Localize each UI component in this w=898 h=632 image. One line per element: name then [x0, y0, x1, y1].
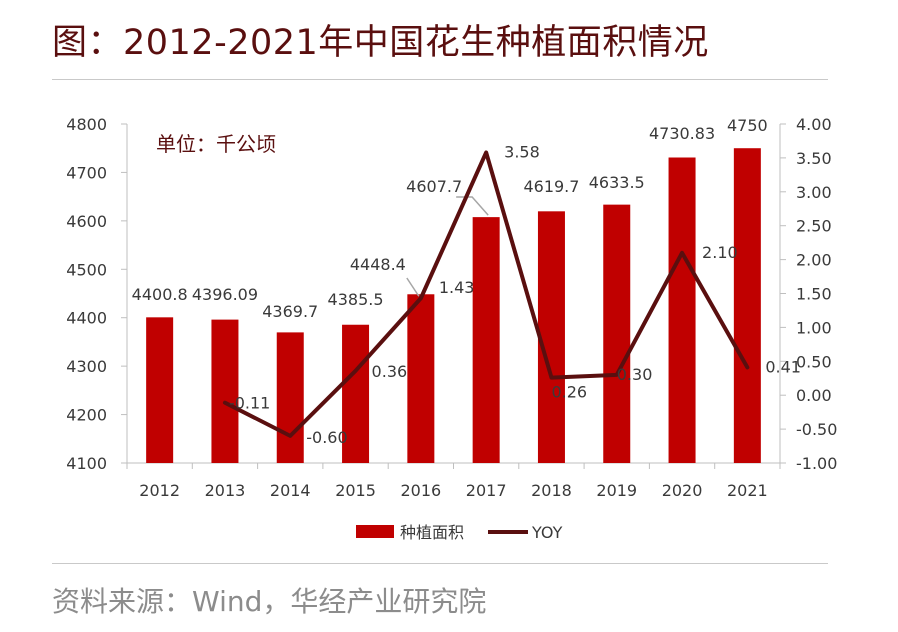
right-tick-label: 0.50 — [796, 352, 832, 371]
x-tick-label: 2013 — [205, 481, 246, 500]
right-tick-label: -1.00 — [796, 454, 837, 473]
bar-data-label: 4607.7 — [406, 177, 462, 196]
chart: 4100 4200 4300 4400 4500 4600 4700 4800 -1.00 -0… — [66, 115, 837, 542]
yoy-data-label: 1.43 — [439, 278, 475, 297]
x-tick-label: 2020 — [662, 481, 703, 500]
bar-data-label: 4750 — [727, 116, 768, 135]
right-tick-label: 3.00 — [796, 183, 832, 202]
yoy-series — [222, 150, 750, 438]
left-tick-label: 4300 — [66, 357, 107, 376]
legend-bar-label: 种植面积 — [400, 523, 464, 542]
source-divider — [52, 563, 828, 564]
right-tick-label: 2.00 — [796, 251, 832, 270]
bar — [211, 319, 239, 463]
bar — [472, 217, 500, 463]
yoy-data-label: 0.36 — [372, 362, 408, 381]
x-axis: 2012 2013 2014 2015 2016 2017 2018 2019 2020 2021 — [126, 462, 781, 500]
left-y-axis: 4100 4200 4300 4400 4500 4600 4700 4800 — [66, 115, 128, 473]
yoy-data-label: 0.30 — [617, 365, 653, 384]
x-tick-label: 2018 — [531, 481, 572, 500]
bar-data-label: 4369.7 — [262, 302, 318, 321]
legend-bar-swatch — [356, 525, 394, 538]
left-tick-label: 4100 — [66, 454, 107, 473]
bar — [342, 324, 370, 463]
x-tick-label: 2012 — [139, 481, 180, 500]
yoy-data-labels: -0.11 -0.60 0.36 1.43 3.58 0.26 0.30 2.10 0.41 — [229, 142, 801, 446]
right-tick-label: -0.50 — [796, 420, 837, 439]
right-y-axis: -1.00 -0.50 0.00 0.50 1.00 1.50 2.00 2.50 3.00 3.… — [779, 115, 837, 473]
bar — [668, 157, 696, 463]
x-tick-label: 2016 — [400, 481, 441, 500]
bar-data-label: 4448.4 — [350, 255, 406, 274]
leader-lines — [406, 196, 489, 297]
right-tick-label: 1.50 — [796, 285, 832, 304]
right-tick-label: 4.00 — [796, 115, 832, 134]
bar-data-label: 4730.83 — [649, 124, 715, 143]
x-tick-label: 2017 — [466, 481, 507, 500]
bar-data-label: 4385.5 — [328, 290, 384, 309]
x-tick-label: 2019 — [596, 481, 637, 500]
left-tick-label: 4500 — [66, 260, 107, 279]
unit-label: 单位：千公顷 — [156, 132, 276, 156]
leader-line — [406, 277, 420, 297]
bar — [146, 317, 174, 463]
left-tick-label: 4600 — [66, 212, 107, 231]
bar-series — [146, 148, 761, 463]
yoy-data-label: 2.10 — [702, 243, 738, 262]
right-tick-label: 1.00 — [796, 318, 832, 337]
yoy-data-label: 0.41 — [765, 357, 801, 376]
bar — [276, 332, 304, 463]
bar — [733, 148, 761, 463]
title-divider — [52, 79, 828, 80]
right-tick-label: 3.50 — [796, 149, 832, 168]
x-tick-label: 2015 — [335, 481, 376, 500]
yoy-data-label: 3.58 — [504, 142, 540, 161]
bar-data-label: 4400.8 — [132, 285, 188, 304]
x-tick-label: 2021 — [727, 481, 768, 500]
legend: 种植面积 YOY — [356, 523, 563, 542]
bar — [407, 294, 435, 463]
bar-data-label: 4633.5 — [589, 173, 645, 192]
bar-data-label: 4396.09 — [192, 285, 258, 304]
left-tick-label: 4800 — [66, 115, 107, 134]
yoy-data-label: 0.26 — [551, 383, 587, 402]
x-tick-label: 2014 — [270, 481, 311, 500]
leader-line — [456, 196, 489, 216]
source-note: 资料来源：Wind，华经产业研究院 — [52, 585, 487, 618]
left-tick-label: 4400 — [66, 309, 107, 328]
left-tick-label: 4200 — [66, 406, 107, 425]
bar — [537, 211, 565, 463]
yoy-line — [222, 150, 750, 438]
yoy-data-label: -0.11 — [229, 394, 270, 413]
right-tick-label: 2.50 — [796, 217, 832, 236]
bar-data-label: 4619.7 — [523, 177, 579, 196]
left-tick-label: 4700 — [66, 163, 107, 182]
legend-line-label: YOY — [531, 523, 563, 542]
chart-title: 图：2012-2021年中国花生种植面积情况 — [52, 23, 709, 63]
bar — [603, 204, 631, 463]
right-tick-label: 0.00 — [796, 386, 832, 405]
yoy-data-label: -0.60 — [306, 428, 347, 447]
